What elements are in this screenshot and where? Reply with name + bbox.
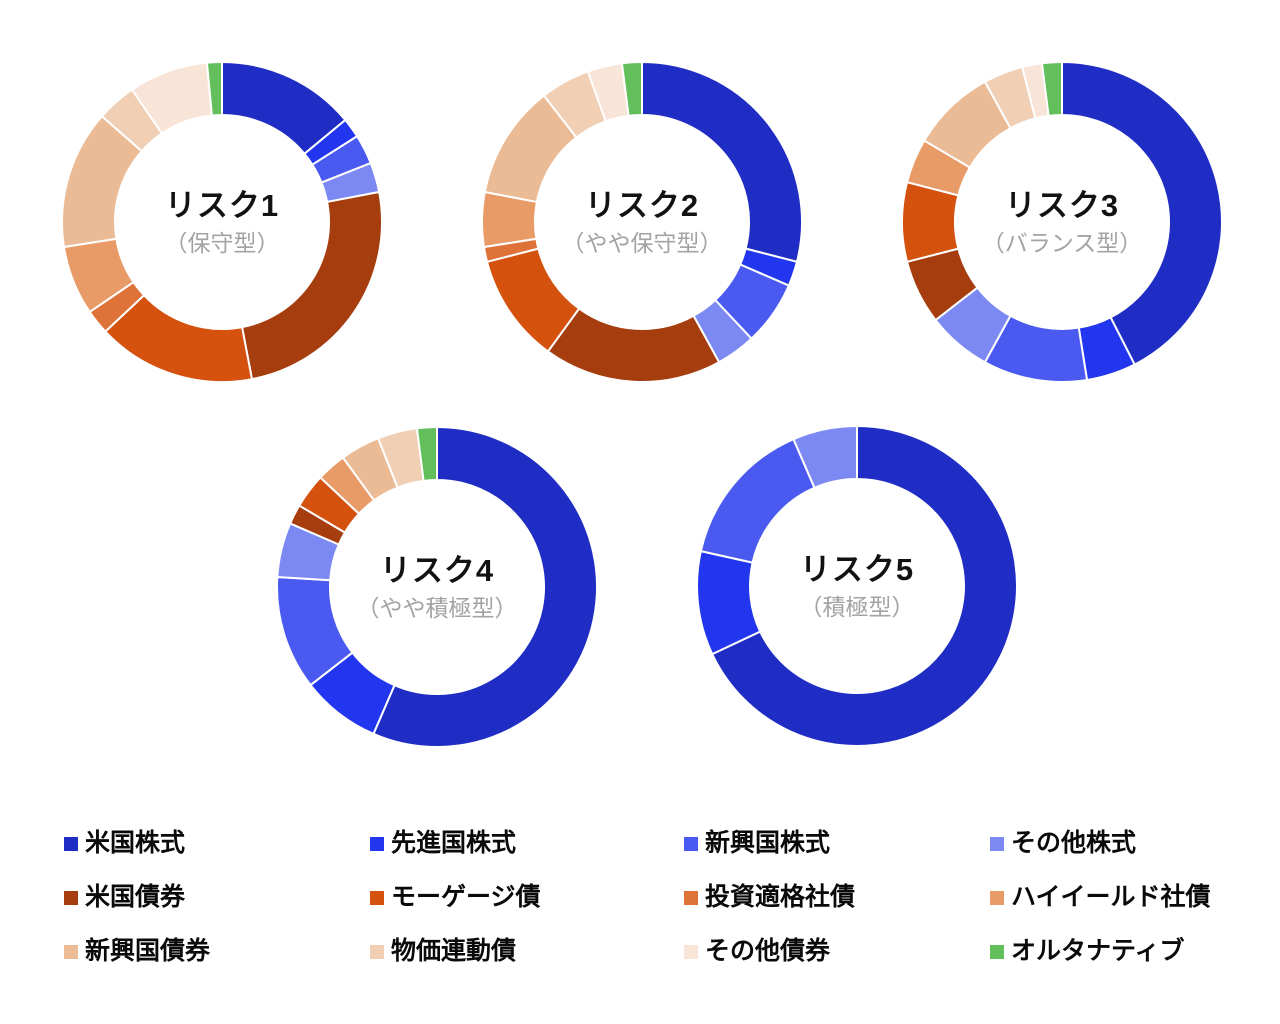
donut-slice-us-stocks bbox=[1061, 61, 1223, 366]
legend-label: 新興国債券 bbox=[85, 937, 211, 965]
legend-label: 米国債券 bbox=[85, 883, 186, 911]
legend-swatch-developed-stocks bbox=[370, 836, 384, 851]
donut-slice-us-bonds bbox=[546, 307, 721, 384]
legend-item-ig-corporate-bonds: 投資適格社債 bbox=[684, 883, 990, 912]
legend-swatch-us-stocks bbox=[64, 836, 78, 851]
risk-chart-3: リスク3 （バランス型） bbox=[900, 60, 1224, 384]
legend-label: ハイイールド社債 bbox=[1011, 883, 1211, 911]
donut-slice-alternatives bbox=[620, 61, 643, 117]
donut-slice-other-stocks bbox=[792, 425, 858, 489]
legend-item-developed-stocks: 先進国株式 bbox=[370, 829, 684, 858]
legend-item-em-stocks: 新興国株式 bbox=[684, 829, 990, 858]
donut-slice-alternatives bbox=[415, 426, 438, 482]
donut-svg-risk-5 bbox=[696, 425, 1019, 747]
legend-swatch-other-stocks bbox=[990, 836, 1004, 851]
legend-item-em-bonds: 新興国債券 bbox=[64, 937, 370, 966]
legend-label: 先進国株式 bbox=[391, 829, 517, 857]
donut-svg-risk-2 bbox=[481, 61, 803, 384]
donut-slice-us-stocks bbox=[711, 425, 1019, 747]
donut-svg-risk-4 bbox=[276, 426, 599, 748]
legend-item-alternatives: オルタナティブ bbox=[990, 937, 1211, 966]
legend-label: 物価連動債 bbox=[391, 937, 517, 965]
legend-swatch-other-bonds bbox=[684, 944, 698, 959]
legend-swatch-em-bonds bbox=[64, 944, 78, 959]
legend-item-us-stocks: 米国株式 bbox=[64, 829, 370, 858]
donut-slice-em-stocks bbox=[699, 438, 816, 564]
legend-label: モーゲージ債 bbox=[391, 883, 541, 911]
risk-chart-1: リスク1 （保守型） bbox=[60, 60, 384, 384]
legend-label: 米国株式 bbox=[85, 829, 186, 857]
legend-swatch-ig-corporate-bonds bbox=[684, 890, 698, 905]
donut-slice-alternatives bbox=[1040, 61, 1063, 117]
legend-swatch-us-bonds bbox=[64, 890, 78, 905]
legend-item-other-bonds: その他債券 bbox=[684, 937, 990, 966]
legend-label: 投資適格社債 bbox=[705, 883, 856, 911]
donut-svg-risk-3 bbox=[901, 61, 1223, 383]
legend: 米国株式 先進国株式 新興国株式 その他株式 米国債券 モーゲージ債 投資適格社… bbox=[64, 829, 1211, 992]
risk-chart-4: リスク4 （やや積極型） bbox=[275, 425, 599, 749]
legend-swatch-mortgage-bonds bbox=[370, 890, 384, 905]
legend-item-high-yield-bonds: ハイイールド社債 bbox=[990, 883, 1211, 912]
legend-item-mortgage-bonds: モーゲージ債 bbox=[370, 883, 684, 912]
risk-chart-5: リスク5 （積極型） bbox=[695, 424, 1019, 748]
legend-swatch-em-stocks bbox=[684, 836, 698, 851]
legend-label: オルタナティブ bbox=[1011, 937, 1185, 965]
donut-slice-us-stocks bbox=[372, 426, 599, 748]
risk-chart-2: リスク2 （やや保守型） bbox=[480, 60, 804, 384]
legend-swatch-inflation-linked-bonds bbox=[370, 944, 384, 959]
legend-label: その他債券 bbox=[705, 937, 831, 965]
legend-label: 新興国株式 bbox=[705, 829, 831, 857]
legend-label: その他株式 bbox=[1011, 829, 1137, 857]
donut-svg-risk-1 bbox=[61, 61, 383, 384]
legend-item-inflation-linked-bonds: 物価連動債 bbox=[370, 937, 684, 966]
legend-item-us-bonds: 米国債券 bbox=[64, 883, 370, 912]
legend-swatch-alternatives bbox=[990, 944, 1004, 959]
donut-slice-us-bonds bbox=[241, 191, 383, 381]
donut-slice-alternatives bbox=[205, 61, 223, 117]
legend-item-other-stocks: その他株式 bbox=[990, 829, 1211, 858]
legend-swatch-high-yield-bonds bbox=[990, 890, 1004, 905]
donut-slice-us-stocks bbox=[641, 61, 803, 263]
